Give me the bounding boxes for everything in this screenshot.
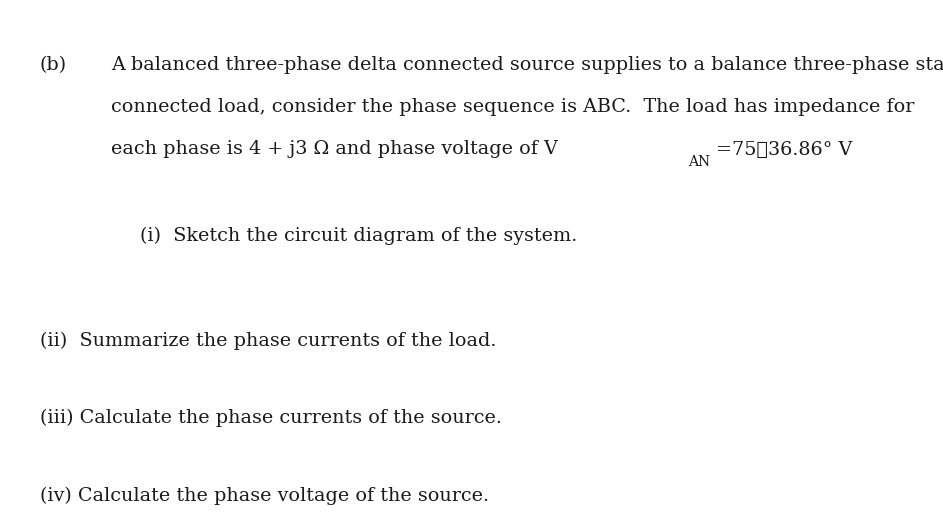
Text: A balanced three-phase delta connected source supplies to a balance three-phase : A balanced three-phase delta connected s… — [111, 56, 943, 74]
Text: (i)  Sketch the circuit diagram of the system.: (i) Sketch the circuit diagram of the sy… — [140, 227, 577, 245]
Text: connected load, consider the phase sequence is ABC.  The load has impedance for: connected load, consider the phase seque… — [111, 98, 915, 116]
Text: AN: AN — [687, 155, 710, 169]
Text: (iii) Calculate the phase currents of the source.: (iii) Calculate the phase currents of th… — [40, 409, 502, 427]
Text: (iv) Calculate the phase voltage of the source.: (iv) Calculate the phase voltage of the … — [40, 487, 488, 505]
Text: (b): (b) — [40, 56, 67, 74]
Text: (ii)  Summarize the phase currents of the load.: (ii) Summarize the phase currents of the… — [40, 331, 496, 349]
Text: =75⍠36.86° V: =75⍠36.86° V — [717, 140, 852, 158]
Text: each phase is 4 + j3 Ω and phase voltage of V: each phase is 4 + j3 Ω and phase voltage… — [111, 140, 558, 158]
